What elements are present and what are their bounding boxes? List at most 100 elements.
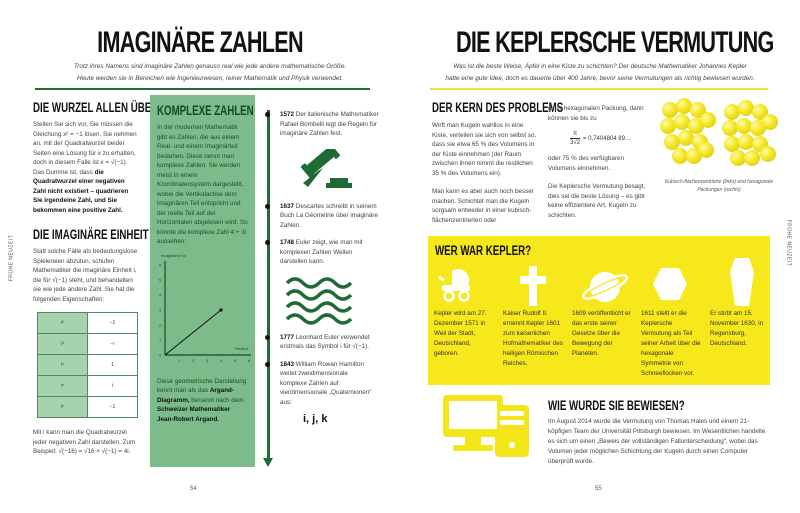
sphere: [738, 134, 754, 150]
y-tick-label: 5: [159, 277, 162, 282]
sphere: [660, 118, 676, 134]
section-text: Wirft man Kugeln wahllos in eine Kiste, …: [432, 122, 537, 177]
x-tick-label: 2: [192, 358, 195, 363]
kepler-box: WER WAR KEPLER? Kepler wird am 27. Dezem…: [428, 236, 770, 385]
vector-line: [164, 309, 222, 355]
sphere: [662, 102, 678, 118]
section-heading: DIE IMAGINÄRE EINHEIT: [33, 227, 149, 242]
section-text: Im August 2014 wurde die Vermutung von T…: [548, 418, 766, 465]
sphere: [762, 114, 778, 130]
x-tick-label: 3: [206, 358, 209, 363]
x-axis-label: Realteil: [235, 346, 248, 351]
section-heading: WIE WURDE SIE BEWIESEN?: [548, 398, 685, 413]
table-cell: i⁴: [37, 354, 88, 376]
hexagon-icon: [653, 268, 687, 300]
illustration-caption: Kubisch-flächenzentrierte (links) und he…: [664, 179, 774, 193]
left-column: DIE WURZEL ALLEN ÜBELS Stellen Sie sich …: [33, 100, 164, 457]
cross-icon: [520, 266, 546, 306]
table-cell: i²: [37, 312, 88, 334]
sphere: [698, 142, 714, 158]
gavel-icon: [300, 148, 352, 188]
data-point: [219, 307, 223, 312]
waves-icon: [285, 276, 353, 325]
kepler-fact: 1609 veröffentlicht er das erste seiner …: [572, 310, 631, 357]
pram-icon: [438, 269, 470, 302]
table-cell: −1: [87, 312, 138, 334]
section-text: einer hexagonalen Packung, dann können s…: [548, 105, 644, 122]
page-title: DIE KEPLERSCHE VERMUTUNG: [456, 26, 774, 59]
timeline-dot: [265, 203, 270, 209]
formula-value: = 0,7404804 89…: [583, 135, 631, 142]
kepler-fact: Er stirbt am 15. November 1630, in Regen…: [710, 310, 764, 347]
timeline: 1572 Der italienische Mathematiker Rafae…: [265, 110, 385, 426]
sphere: [722, 120, 738, 136]
sphere: [674, 114, 690, 130]
section-heading: DER KERN DES PROBLEMS: [432, 100, 564, 115]
section-heading: DIE WURZEL ALLEN ÜBELS: [33, 100, 164, 115]
sphere-packings-illustration: [660, 98, 778, 166]
x-tick-label: 5: [234, 358, 237, 363]
kepler-fact: 1611 stellt er die Keplersche Vermutung …: [641, 310, 701, 377]
sphere: [724, 136, 740, 152]
formula-numerator: π: [570, 130, 581, 139]
timeline-dot: [265, 361, 270, 367]
sphere: [760, 146, 776, 162]
intro-line: Heute werden sie in Bereichen wie Ingeni…: [76, 75, 344, 82]
x-tick-label: 6: [248, 358, 251, 363]
side-label: FRÜHE NEUZEIT: [8, 234, 15, 282]
table-cell: −i: [87, 333, 138, 355]
complex-box: KOMPLEXE ZAHLEN In der modernen Mathemat…: [150, 95, 255, 467]
divider: [430, 88, 768, 90]
y-tick-label: 6: [159, 262, 162, 267]
section-text: oder 75 % des verfügbaren Volumens einne…: [548, 155, 624, 172]
timeline-dot: [265, 240, 270, 245]
box-heading: WER WAR KEPLER?: [435, 243, 532, 258]
proof-section: WIE WURDE SIE BEWIESEN? Im August 2014 w…: [548, 398, 770, 467]
sphere: [676, 98, 692, 114]
sphere: [736, 118, 752, 134]
timeline-line: [267, 110, 270, 460]
y-axis-label: Imaginärteil (i): [161, 253, 187, 258]
section-text: Stellen Sie sich vor, Sie müssen die Gle…: [33, 121, 137, 214]
timeline-arrow: [263, 458, 273, 467]
timeline-event: 1748 Euler zeigt, wie man mit komplexen …: [265, 238, 380, 267]
sphere: [738, 100, 754, 116]
y-tick-label: 1: [159, 337, 162, 342]
table-cell: i⁶: [37, 396, 88, 418]
box-text: Diese geometrische Darstellung kennt man…: [157, 377, 247, 423]
sphere: [700, 112, 716, 128]
section-text: Die Keplersche Vermutung besagt, dies se…: [548, 183, 646, 219]
sphere: [672, 148, 688, 164]
intro-line: hatte eine gute Idee, doch es dauerte üb…: [445, 75, 755, 82]
argand-diagram: Imaginärteil (i) Realteil 1 2 3 4 5 6 0 1 2 3 4 5 6: [159, 253, 251, 363]
x-tick-label: 1: [178, 358, 181, 363]
kepler-fact: Kepler wird am 27. Dezember 1571 in Weil…: [434, 310, 487, 357]
sphere: [690, 102, 706, 118]
box-text: In der modernen Mathematik gibt es Zahle…: [157, 124, 248, 245]
page-number: 55: [595, 486, 602, 492]
formula-denominator: 3√2: [570, 140, 581, 146]
core-col2: einer hexagonalen Packung, dann können s…: [548, 104, 653, 220]
y-tick-label: 3: [159, 307, 162, 312]
timeline-event: 1572 Der italienische Mathematiker Rafae…: [265, 110, 380, 139]
sphere: [744, 150, 760, 166]
timeline-event: 1777 Leonhard Euler verwendet erstmals d…: [265, 333, 380, 352]
table-cell: 1: [87, 354, 138, 376]
table-cell: i³: [37, 333, 88, 355]
table-cell: −1: [87, 396, 138, 418]
section-text: Mit i kann man die Quadratwurzel jeder n…: [33, 429, 136, 455]
divider: [35, 88, 370, 90]
intro: Was ist die beste Weise, Äpfel in eine K…: [400, 61, 800, 85]
computer-icon: [443, 395, 529, 457]
section-text: Statt solche Fälle als bedeutungslose Sp…: [33, 248, 138, 303]
kepler-fact: Kaiser Rudolf II. ernennt Kepler 1601 zu…: [503, 310, 563, 367]
page-number: 54: [190, 486, 197, 492]
y-tick-label: 4: [159, 292, 162, 297]
intro: Trotz ihres Namens sind imaginäre Zahlen…: [20, 61, 400, 85]
y-tick-label: 2: [159, 322, 162, 327]
sphere: [724, 104, 740, 120]
timeline-dot: [265, 334, 270, 340]
planet-icon: [581, 272, 629, 302]
table-cell: i⁵: [37, 375, 88, 397]
powers-table: i² −1 i³ −i i⁴ 1 i⁵ i i⁶ −1: [37, 312, 138, 418]
